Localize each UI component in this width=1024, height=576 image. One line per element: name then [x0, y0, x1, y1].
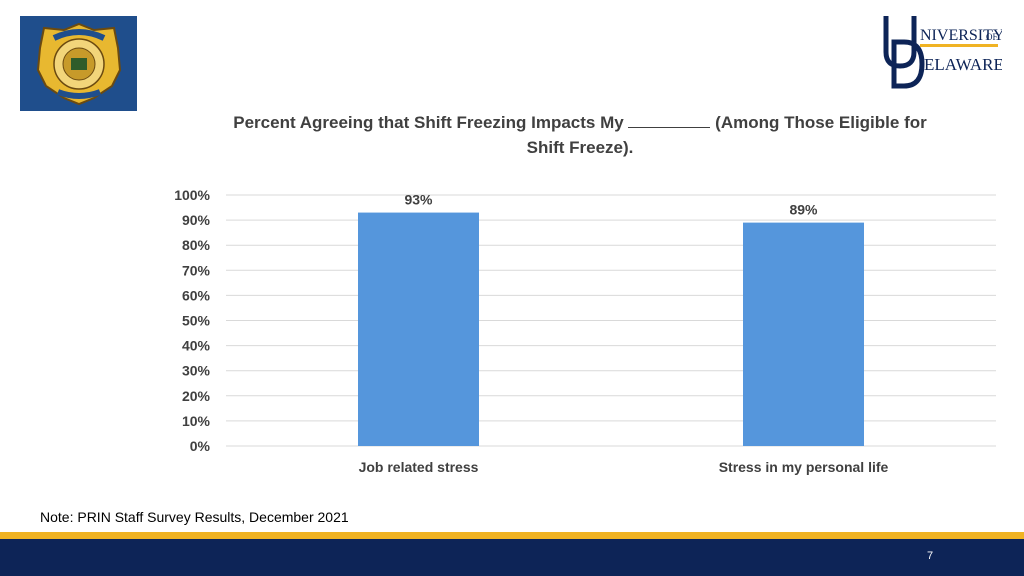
svg-text:ELAWARE: ELAWARE — [924, 55, 1002, 74]
y-tick-label: 40% — [182, 338, 211, 354]
bar — [358, 212, 479, 446]
y-tick-label: 30% — [182, 363, 211, 379]
bar — [743, 222, 864, 446]
category-label: Job related stress — [359, 459, 479, 475]
chart-title-part2: (Among Those Eligible for Shift Freeze). — [526, 113, 927, 157]
source-note: Note: PRIN Staff Survey Results, Decembe… — [40, 509, 349, 525]
footer-accent-stripe — [0, 532, 1024, 539]
chart-title-part1: Percent Agreeing that Shift Freezing Imp… — [233, 113, 624, 132]
data-label: 89% — [789, 202, 818, 218]
university-of-delaware-logo: NIVERSITY OF ELAWARE — [880, 12, 1005, 90]
delaware-correction-badge-icon — [36, 22, 121, 105]
y-tick-label: 60% — [182, 287, 211, 303]
data-label: 93% — [404, 192, 433, 208]
university-of-delaware-logo-icon: NIVERSITY OF ELAWARE — [883, 16, 1005, 89]
category-label: Stress in my personal life — [719, 459, 889, 475]
svg-text:NIVERSITY: NIVERSITY — [920, 27, 1002, 44]
y-tick-label: 70% — [182, 262, 211, 278]
title-blank-line — [628, 113, 711, 128]
y-tick-label: 90% — [182, 212, 211, 228]
y-tick-label: 0% — [190, 438, 211, 454]
footer-bar: 7 — [0, 539, 1024, 576]
y-tick-label: 10% — [182, 413, 211, 429]
chart-title: Percent Agreeing that Shift Freezing Imp… — [230, 110, 930, 160]
y-tick-label: 50% — [182, 313, 211, 329]
y-tick-label: 100% — [174, 187, 210, 203]
y-tick-label: 20% — [182, 388, 211, 404]
svg-text:OF: OF — [986, 32, 998, 42]
y-tick-label: 80% — [182, 237, 211, 253]
delaware-correction-logo — [20, 16, 137, 111]
page-number: 7 — [926, 550, 934, 562]
